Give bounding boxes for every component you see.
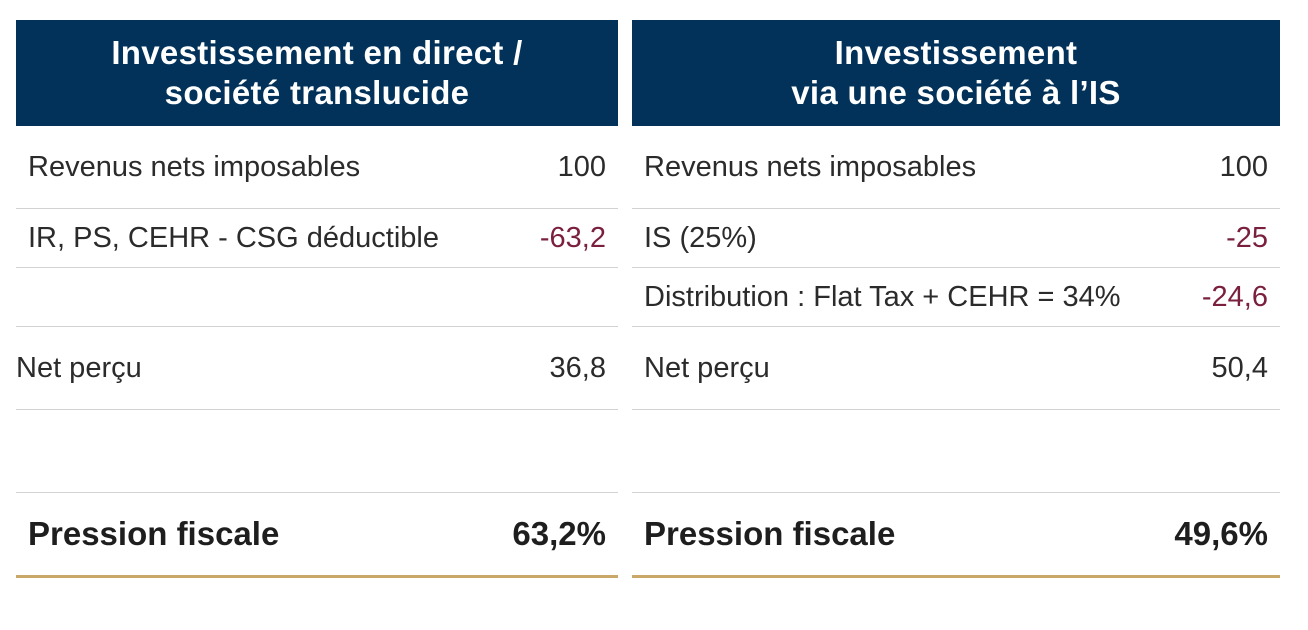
row-value: -25 (1226, 221, 1268, 254)
row-value: -24,6 (1201, 280, 1268, 313)
row-is: IS (25%) -25 (632, 209, 1280, 268)
row-label: IR, PS, CEHR - CSG déductible (28, 221, 439, 254)
total-value: 63,2% (512, 515, 606, 552)
row-value: 50,4 (1211, 351, 1268, 384)
row-tax: IR, PS, CEHR - CSG déductible -63,2 (16, 209, 618, 268)
row-label: Net perçu (644, 351, 770, 384)
row-value: 36,8 (549, 351, 606, 384)
header-line-2: via une société à l’IS (791, 74, 1121, 111)
header-line-1: Investissement (834, 34, 1078, 71)
row-label: Distribution : Flat Tax + CEHR = 34% (644, 280, 1121, 313)
column-header: Investissement via une société à l’IS (632, 20, 1280, 126)
total-label: Pression fiscale (28, 515, 280, 552)
row-value: -63,2 (539, 221, 606, 254)
header-line-1: Investissement en direct / (111, 34, 523, 71)
row-empty (16, 268, 618, 327)
spacer-row (16, 410, 618, 493)
row-label: Revenus nets imposables (28, 150, 361, 183)
total-value: 49,6% (1174, 515, 1268, 552)
total-row: Pression fiscale 63,2% (16, 493, 618, 578)
row-value: 100 (557, 150, 606, 183)
company-investment-column: Investissement via une société à l’IS Re… (632, 20, 1280, 578)
column-header: Investissement en direct / société trans… (16, 20, 618, 126)
spacer-row (632, 410, 1280, 493)
row-revenus: Revenus nets imposables 100 (632, 126, 1280, 209)
row-distribution: Distribution : Flat Tax + CEHR = 34% -24… (632, 268, 1280, 327)
total-row: Pression fiscale 49,6% (632, 493, 1280, 578)
row-net: Net perçu 36,8 (16, 327, 618, 410)
row-revenus: Revenus nets imposables 100 (16, 126, 618, 209)
direct-investment-column: Investissement en direct / société trans… (16, 20, 618, 578)
row-label: Net perçu (16, 351, 142, 384)
row-label: IS (25%) (644, 221, 757, 254)
row-net: Net perçu 50,4 (632, 327, 1280, 410)
row-value: 100 (1219, 150, 1268, 183)
header-line-2: société translucide (164, 74, 470, 111)
total-label: Pression fiscale (644, 515, 896, 552)
row-label: Revenus nets imposables (644, 150, 977, 183)
